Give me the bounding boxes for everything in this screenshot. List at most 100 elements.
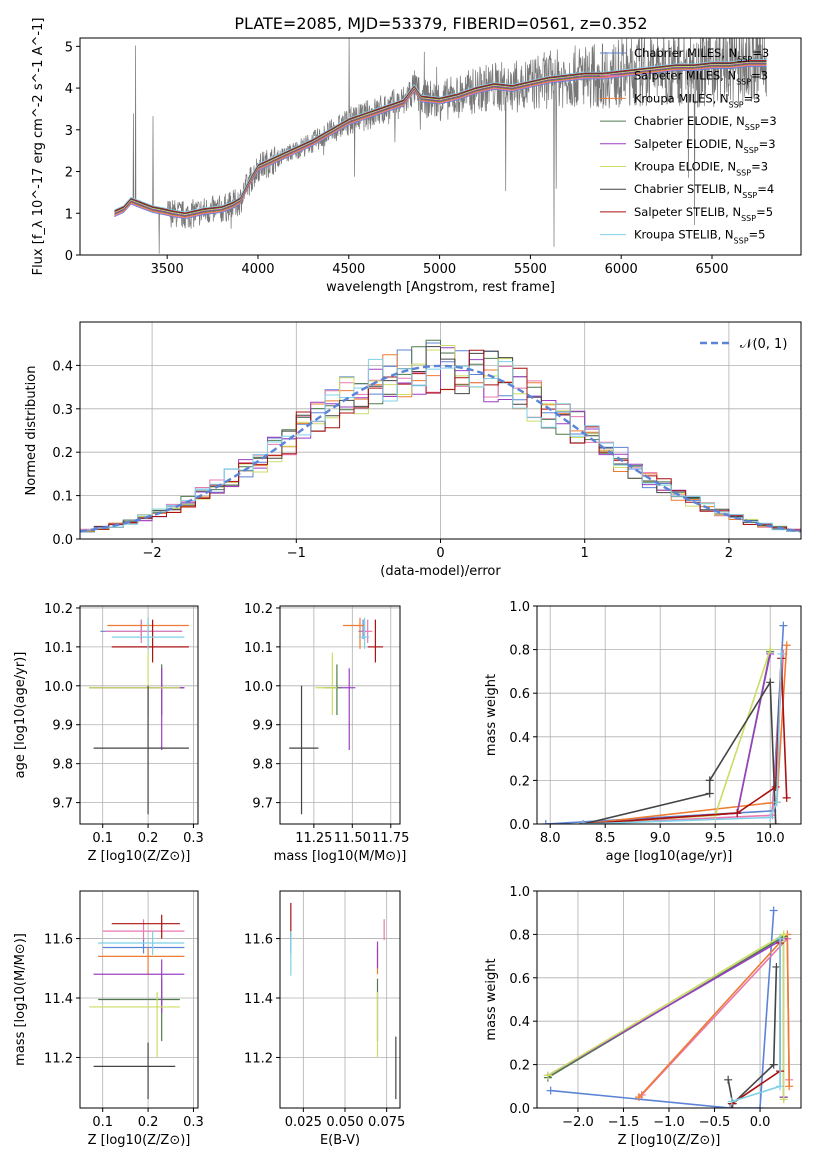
x-tick-label: 0.1 — [92, 831, 113, 846]
legend-entry: Salpeter ELODIE, NSSP=3 — [634, 137, 776, 155]
series-marker — [727, 1097, 736, 1106]
plot-area — [114, 38, 767, 254]
panel-weight-vs-age: 8.0 8.5 9.0 9.5 10.0 0.0 0.2 0.4 0.6 0.8 1.0 age [l… — [484, 600, 802, 864]
y-tick-label: 10.2 — [244, 602, 273, 617]
series-marker — [766, 813, 775, 822]
series-line — [727, 966, 778, 1106]
series-marker — [766, 645, 775, 654]
x-tick-label: −1.0 — [653, 1115, 685, 1130]
y-tick-label: 0.2 — [509, 1059, 530, 1074]
y-tick-label: 11.2 — [44, 1051, 73, 1066]
series-line — [583, 651, 771, 824]
legend-entry: Chabrier MILES, NSSP=3 — [634, 46, 769, 64]
series-marker — [782, 793, 791, 802]
axes-frame — [79, 890, 199, 1109]
x-axis-label: Z [log10(Z/Z⊙)] — [618, 1133, 721, 1148]
y-axis-label: mass weight — [484, 958, 499, 1040]
x-axis-label: age [log10(age/yr)] — [606, 849, 733, 864]
histogram-step — [80, 358, 801, 532]
series-marker — [634, 1093, 643, 1102]
x-tick-label: 11.50 — [334, 831, 371, 846]
x-axis-label: (data-model)/error — [380, 564, 501, 579]
x-tick-label: 8.0 — [540, 831, 561, 846]
y-tick-label: 10.0 — [44, 680, 73, 695]
legend-entry: Chabrier ELODIE, NSSP=3 — [634, 114, 777, 132]
x-tick-label: 5500 — [514, 262, 547, 277]
series-marker — [779, 1095, 788, 1104]
x-tick-label: −2.0 — [562, 1115, 594, 1130]
x-tick-label: 0 — [436, 546, 444, 561]
y-tick-label: 10.1 — [44, 641, 73, 656]
series-marker — [724, 1075, 733, 1084]
axes-frame — [536, 605, 802, 825]
y-tick-label: 0.0 — [509, 818, 530, 833]
y-tick-label: 0.4 — [509, 1015, 530, 1030]
model-spectrum-line — [114, 59, 767, 213]
y-axis-label: mass [log10(M/M⊙)] — [13, 933, 28, 1066]
x-axis-label: mass [log10(M/M⊙)] — [274, 849, 407, 864]
y-tick-label: 9.8 — [252, 758, 273, 773]
series-line — [550, 910, 775, 1108]
series-line — [545, 625, 785, 824]
legend-entry: Chabrier STELIB, NSSP=4 — [634, 182, 774, 200]
plot-area — [290, 902, 397, 1100]
series-marker — [771, 782, 780, 791]
y-tick-label: 0.6 — [509, 972, 530, 987]
x-tick-label: 0.075 — [368, 1115, 405, 1130]
y-axis-label: age [log10(age/yr)] — [13, 652, 28, 779]
series-line — [547, 935, 785, 1098]
series-marker — [779, 621, 788, 630]
y-tick-label: 2 — [65, 166, 73, 181]
y-tick-label: 0.4 — [52, 359, 73, 374]
series-marker — [772, 962, 781, 971]
x-tick-label: 0.0 — [750, 1115, 771, 1130]
model-spectrum-line — [114, 61, 767, 215]
panel-spectrum: 3500 4000 4500 5000 5500 6000 6500 0 1 2 3 4 5 wavele… — [31, 18, 802, 295]
x-tick-label: −1 — [287, 546, 306, 561]
x-tick-label: 11.25 — [295, 831, 332, 846]
series-marker — [776, 934, 785, 943]
plot-area — [80, 339, 801, 533]
panel-mass-vs-Z: 0.1 0.2 0.3 11.2 11.4 11.6 Z [log10(Z/Z⊙)] mass… — [13, 890, 204, 1148]
x-tick-label: 2 — [725, 546, 733, 561]
x-tick-label: 4000 — [241, 262, 274, 277]
panel-age-vs-Z: 0.1 0.2 0.3 9.7 9.8 9.9 10.0 10.1 10.2 Z [log10(Z… — [13, 602, 204, 864]
model-spectrum-line — [114, 65, 767, 219]
axes-frame — [279, 605, 401, 825]
x-tick-label: 11.75 — [372, 831, 409, 846]
x-tick-label: 6500 — [695, 262, 728, 277]
series-marker — [579, 820, 588, 824]
y-tick-label: 0.2 — [52, 446, 73, 461]
y-tick-label: 11.4 — [244, 992, 273, 1007]
plot-area — [89, 914, 185, 1100]
y-axis-label: Flux [f_λ 10^-17 erg cm^-2 s^-1 A^-1] — [31, 18, 46, 276]
x-tick-label: 3500 — [151, 262, 184, 277]
panel-age-vs-mass: 11.25 11.50 11.75 9.7 9.8 9.9 10.0 10.1 10.2 mass… — [244, 602, 409, 864]
series-marker — [756, 1104, 765, 1108]
series-marker — [779, 930, 788, 939]
legend-entry: 𝒩(0, 1) — [740, 337, 787, 352]
y-tick-label: 1.0 — [509, 600, 530, 615]
series-marker — [705, 776, 714, 785]
series-marker — [705, 789, 714, 798]
page-title: PLATE=2085, MJD=53379, FIBERID=0561, z=0… — [234, 14, 647, 33]
x-axis-label: Z [log10(Z/Z⊙)] — [88, 849, 191, 864]
x-tick-label: 9.5 — [705, 831, 726, 846]
y-tick-label: 0.8 — [509, 644, 530, 659]
model-spectrum-line — [114, 63, 767, 217]
series-marker — [541, 820, 550, 824]
x-tick-label: 0.025 — [285, 1115, 322, 1130]
y-tick-label: 0 — [65, 249, 73, 264]
histogram-legend: 𝒩(0, 1) — [700, 337, 787, 352]
y-axis-label: Normed distribution — [24, 366, 39, 496]
panel-residual-histogram: −2 −1 0 1 2 0.0 0.1 0.2 0.3 0.4 (data-model)/error… — [24, 321, 802, 579]
x-tick-label: 0.1 — [92, 1115, 113, 1130]
series-marker — [546, 1086, 555, 1095]
series-marker — [772, 798, 781, 807]
series-line — [583, 645, 788, 824]
plot-area — [543, 906, 794, 1108]
series-marker — [771, 820, 780, 824]
y-tick-label: 5 — [65, 40, 73, 55]
legend-entry: Kroupa STELIB, NSSP=5 — [634, 228, 765, 246]
